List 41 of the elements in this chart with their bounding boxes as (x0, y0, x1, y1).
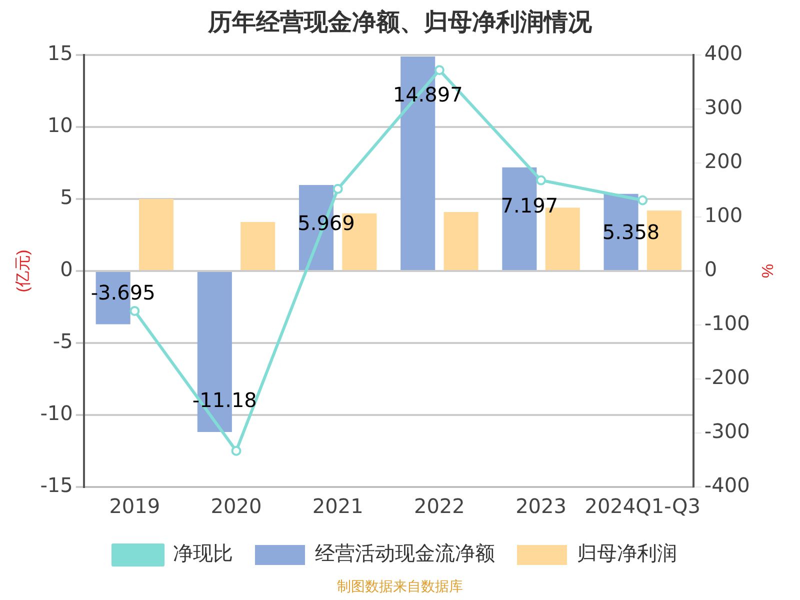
y2-tick-label: -300 (704, 419, 750, 444)
point (130, 306, 140, 316)
data-label: 5.358 (602, 220, 660, 244)
y2-tick-label: 200 (704, 149, 743, 174)
text: 制图数据来自数据库 (336, 578, 464, 596)
point (638, 195, 648, 206)
point (332, 184, 343, 194)
y2-tick-label: -200 (704, 365, 750, 390)
y-tick-label: -5 (52, 329, 73, 354)
legend-label: 经营活动现金流净额 (315, 541, 495, 566)
y-tick-label: 0 (60, 257, 73, 282)
legend-label: 归母净利润 (577, 541, 677, 566)
y2-tick-label: 300 (704, 95, 743, 120)
point (536, 175, 546, 186)
data-label: -11.18 (192, 388, 257, 412)
y-tick-label: -10 (40, 401, 73, 426)
x-tick-label: 2021 (312, 494, 364, 518)
y2-tick-label: -100 (704, 311, 750, 336)
y-axis-title: (亿元) (15, 250, 32, 292)
y2-axis-title: % (758, 264, 775, 278)
y2-tick-label: 100 (704, 203, 743, 228)
y2-tick-label: 0 (704, 257, 718, 282)
x-tick-label: 2024Q1-Q3 (584, 494, 701, 518)
legend-label: 净现比 (173, 541, 233, 566)
y-tick-label: -15 (40, 473, 73, 498)
data-label: 5.969 (298, 211, 355, 236)
data-label: 14.897 (392, 82, 463, 107)
y-tick-label: 5 (60, 185, 73, 210)
x-tick-label: 2023 (516, 494, 566, 518)
data-label: -3.695 (90, 280, 156, 304)
data-label: 7.197 (500, 194, 558, 218)
x-tick-label: 2020 (210, 494, 262, 518)
x-tick-label: 2022 (414, 494, 465, 518)
y-tick-label: 10 (47, 113, 73, 138)
point (231, 446, 242, 456)
y-tick-label: 15 (47, 41, 73, 66)
y2-tick-label: 400 (704, 41, 743, 66)
chart-title: 历年经营现金净额、归母净利润情况 (206, 7, 593, 38)
y2-tick-label: -400 (704, 473, 750, 498)
point (434, 65, 444, 76)
x-tick-label: 2019 (109, 494, 160, 518)
